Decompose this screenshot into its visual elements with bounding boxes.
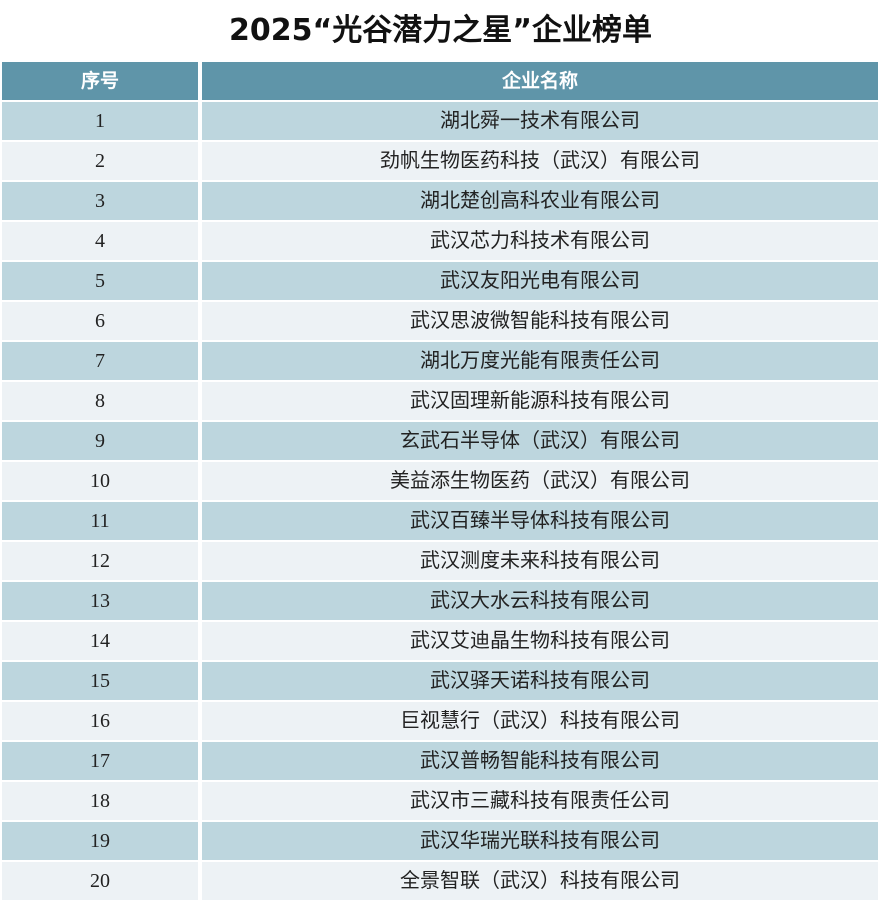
column-header: 企业名称 [202,62,878,100]
company-cell: 全景智联（武汉）科技有限公司 [202,862,878,900]
company-cell: 湖北舜一技术有限公司 [202,102,878,140]
company-cell: 美益添生物医药（武汉）有限公司 [202,462,878,500]
rank-cell: 15 [2,662,198,700]
rank-cell: 16 [2,702,198,740]
company-cell: 玄武石半导体（武汉）有限公司 [202,422,878,460]
company-cell: 武汉思波微智能科技有限公司 [202,302,878,340]
company-cell: 武汉大水云科技有限公司 [202,582,878,620]
rank-cell: 20 [2,862,198,900]
rank-cell: 18 [2,782,198,820]
rank-cell: 7 [2,342,198,380]
company-cell: 武汉艾迪晶生物科技有限公司 [202,622,878,660]
rank-cell: 11 [2,502,198,540]
company-cell: 武汉芯力科技术有限公司 [202,222,878,260]
rank-cell: 6 [2,302,198,340]
rank-cell: 13 [2,582,198,620]
company-cell: 武汉华瑞光联科技有限公司 [202,822,878,860]
rank-cell: 19 [2,822,198,860]
rank-cell: 3 [2,182,198,220]
company-cell: 武汉测度未来科技有限公司 [202,542,878,580]
company-cell: 巨视慧行（武汉）科技有限公司 [202,702,878,740]
company-cell: 湖北万度光能有限责任公司 [202,342,878,380]
company-cell: 武汉驿天诺科技有限公司 [202,662,878,700]
rank-cell: 8 [2,382,198,420]
rank-cell: 14 [2,622,198,660]
company-cell: 武汉普畅智能科技有限公司 [202,742,878,780]
company-cell: 武汉百臻半导体科技有限公司 [202,502,878,540]
company-cell: 武汉友阳光电有限公司 [202,262,878,300]
rank-cell: 2 [2,142,198,180]
company-cell: 劲帆生物医药科技（武汉）有限公司 [202,142,878,180]
company-cell: 武汉市三藏科技有限责任公司 [202,782,878,820]
rank-cell: 10 [2,462,198,500]
rank-cell: 12 [2,542,198,580]
rank-cell: 5 [2,262,198,300]
rank-cell: 4 [2,222,198,260]
company-cell: 湖北楚创高科农业有限公司 [202,182,878,220]
rank-cell: 9 [2,422,198,460]
rank-cell: 1 [2,102,198,140]
company-cell: 武汉固理新能源科技有限公司 [202,382,878,420]
title: 2025“光谷潜力之星”企业榜单 [229,13,652,48]
rank-cell: 17 [2,742,198,780]
column-header: 序号 [2,62,198,100]
